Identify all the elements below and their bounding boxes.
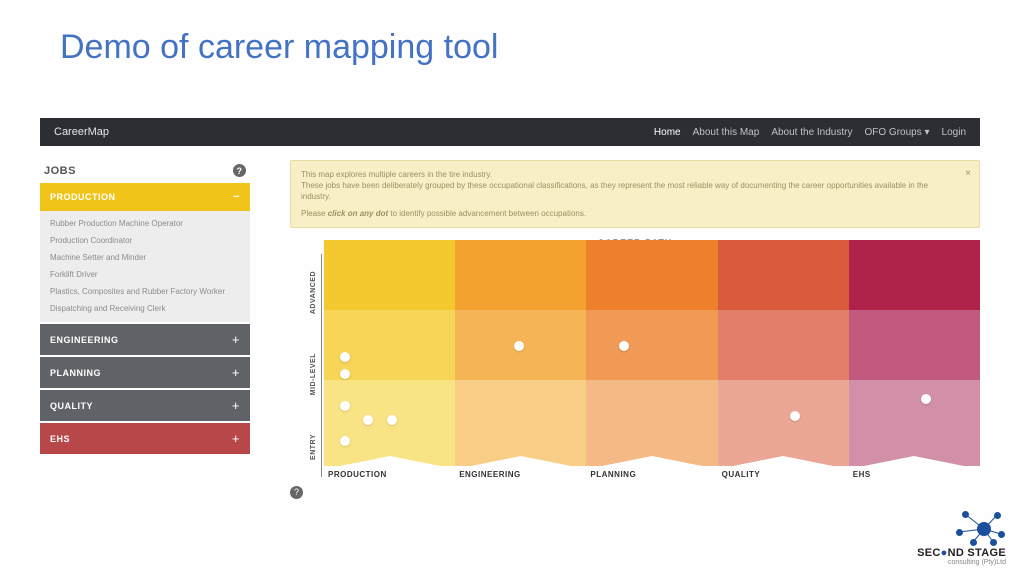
- x-column-label: PLANNING: [586, 470, 717, 479]
- grid-cell: [586, 380, 717, 450]
- column-ribbon: [586, 450, 717, 466]
- app-topbar: CareerMap Home About this Map About the In…: [40, 118, 980, 146]
- ribbon-row: [324, 450, 980, 466]
- logo-graphic: [956, 509, 1006, 545]
- job-item[interactable]: Production Coordinator: [50, 236, 240, 246]
- x-column-label: EHS: [849, 470, 980, 479]
- logo-subtext: consulting (Pty)Ltd: [917, 559, 1006, 566]
- expand-icon: +: [232, 365, 240, 380]
- category-planning[interactable]: PLANNING+: [40, 357, 250, 388]
- grid-cell: [718, 240, 849, 310]
- job-item[interactable]: Dispatching and Receiving Clerk: [50, 304, 240, 314]
- grid-cell: [718, 380, 849, 450]
- expand-icon: +: [232, 332, 240, 347]
- expand-icon: +: [232, 431, 240, 446]
- x-axis-help-icon[interactable]: ?: [290, 486, 303, 499]
- career-dot[interactable]: [619, 341, 629, 351]
- y-level-label: MID-LEVEL: [310, 353, 320, 395]
- career-dot[interactable]: [363, 415, 373, 425]
- brand-logo: SEC●ND STAGE consulting (Pty)Ltd: [917, 509, 1006, 566]
- career-dot[interactable]: [340, 401, 350, 411]
- y-level-label: ENTRY: [310, 434, 320, 460]
- nav-item[interactable]: Home: [654, 127, 681, 138]
- grid-cell: [849, 310, 980, 380]
- career-dot[interactable]: [340, 352, 350, 362]
- x-column-label: PRODUCTION: [324, 470, 455, 479]
- grid-cell: [455, 380, 586, 450]
- nav-item[interactable]: About the Industry: [771, 127, 852, 138]
- info-banner: × This map explores multiple careers in …: [290, 160, 980, 228]
- column-ribbon: [455, 450, 586, 466]
- slide-title: Demo of career mapping tool: [60, 28, 498, 67]
- job-item[interactable]: Rubber Production Machine Operator: [50, 219, 240, 229]
- main-panel: × This map explores multiple careers in …: [290, 160, 980, 503]
- screenshot-region: CareerMap Home About this Map About the In…: [40, 118, 980, 524]
- close-icon[interactable]: ×: [965, 167, 971, 181]
- jobs-header: JOBS ?: [40, 160, 250, 183]
- career-dot[interactable]: [340, 369, 350, 379]
- nav-item[interactable]: About this Map: [693, 127, 760, 138]
- y-axis-labels: ADVANCED MID-LEVEL ENTRY: [310, 252, 320, 479]
- grid-cell: [849, 240, 980, 310]
- x-column-label: ENGINEERING: [455, 470, 586, 479]
- grid-cell: [849, 380, 980, 450]
- brand: CareerMap: [54, 126, 109, 138]
- topbar-nav: Home About this Map About the Industry OFO …: [654, 127, 966, 138]
- jobs-sidebar: JOBS ? PRODUCTION − Rubber Production Ma…: [40, 160, 250, 503]
- heatmap-grid: [324, 240, 980, 450]
- nav-item[interactable]: Login: [942, 127, 966, 138]
- logo-text: SEC●ND STAGE: [917, 547, 1006, 559]
- grid-cell: [324, 310, 455, 380]
- grid-cell: [324, 240, 455, 310]
- y-axis-line: [321, 254, 322, 477]
- collapse-icon: −: [233, 191, 240, 203]
- notice-line1: This map explores multiple careers in th…: [301, 169, 953, 180]
- help-icon[interactable]: ?: [233, 164, 246, 177]
- x-column-label: QUALITY: [718, 470, 849, 479]
- grid-cell: [586, 310, 717, 380]
- category-label: PRODUCTION: [50, 192, 116, 202]
- jobs-header-label: JOBS: [44, 165, 76, 177]
- grid-cell: [455, 240, 586, 310]
- notice-line2: These jobs have been deliberately groupe…: [301, 180, 953, 202]
- career-dot[interactable]: [790, 411, 800, 421]
- career-dot[interactable]: [340, 436, 350, 446]
- y-level-label: ADVANCED: [310, 271, 320, 314]
- x-axis-labels: PRODUCTIONENGINEERINGPLANNINGQUALITYEHS: [324, 470, 980, 479]
- job-item[interactable]: Forklift Driver: [50, 270, 240, 280]
- career-dot[interactable]: [921, 394, 931, 404]
- expand-icon: +: [232, 398, 240, 413]
- notice-line3: Please click on any dot to identify poss…: [301, 208, 953, 219]
- nav-item[interactable]: OFO Groups ▾: [864, 127, 929, 138]
- category-quality[interactable]: QUALITY+: [40, 390, 250, 421]
- column-ribbon: [849, 450, 980, 466]
- grid-cell: [324, 380, 455, 450]
- column-ribbon: [324, 450, 455, 466]
- career-dot[interactable]: [387, 415, 397, 425]
- career-dot[interactable]: [514, 341, 524, 351]
- grid-cell: [455, 310, 586, 380]
- grid-cell: [586, 240, 717, 310]
- job-item[interactable]: Machine Setter and Minder: [50, 253, 240, 263]
- category-engineering[interactable]: ENGINEERING+: [40, 324, 250, 355]
- category-production[interactable]: PRODUCTION −: [40, 183, 250, 211]
- category-ehs[interactable]: EHS+: [40, 423, 250, 454]
- grid-cell: [718, 310, 849, 380]
- column-ribbon: [718, 450, 849, 466]
- career-path-chart: CAREER PATH ADVANCEDMID-LEVELENTRY PRODU…: [290, 240, 980, 503]
- job-item[interactable]: Plastics, Composites and Rubber Factory …: [50, 287, 240, 297]
- job-list: Rubber Production Machine Operator Produc…: [40, 211, 250, 322]
